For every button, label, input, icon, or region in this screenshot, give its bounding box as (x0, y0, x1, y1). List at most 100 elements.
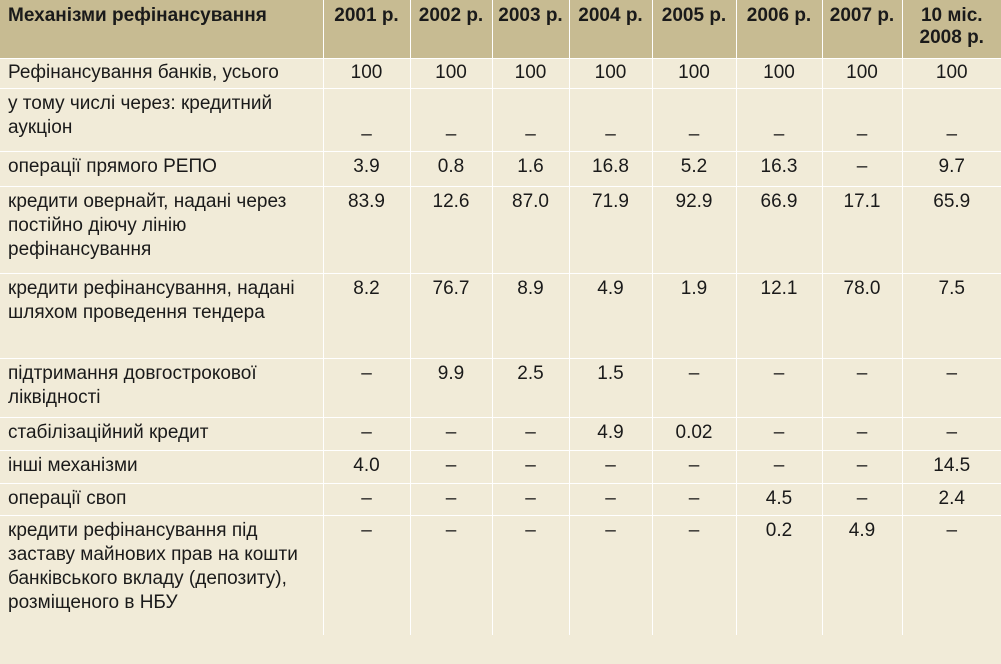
table-cell: 16.8 (568, 150, 652, 186)
table-cell: 12.1 (735, 272, 822, 358)
row-label: Рефінансування банків, усього (0, 57, 323, 88)
table-cell: 14.5 (901, 449, 1001, 483)
table-cell: – (651, 514, 736, 635)
table-cell: – (735, 87, 822, 151)
table-cell: 5.2 (651, 150, 736, 186)
table-cell: – (821, 449, 902, 483)
table-cell: – (735, 416, 822, 450)
table-row: інші механізми 4.0 – – – – – – 14.5 (0, 449, 1001, 483)
table-row: операції своп – – – – – 4.5 – 2.4 (0, 482, 1001, 515)
table-cell: – (901, 87, 1001, 151)
table-cell: 1.5 (568, 357, 652, 417)
table-row: кредити овернайт, надані через постійно … (0, 185, 1001, 273)
table-cell: – (409, 449, 492, 483)
table-cell: – (322, 416, 410, 450)
table-cell: 78.0 (821, 272, 902, 358)
header-2004: 2004 р. (568, 0, 652, 58)
header-2008-10m: 10 міс. 2008 р. (901, 0, 1001, 58)
table-row: кредити рефінансування під заставу майно… (0, 514, 1001, 635)
table-cell: – (322, 482, 410, 515)
table-cell: 1.6 (491, 150, 569, 186)
table-cell: 71.9 (568, 185, 652, 273)
table-cell: 65.9 (901, 185, 1001, 273)
refinancing-table: Механізми рефінансування 2001 р. 2002 р.… (0, 0, 1001, 635)
table-cell: 12.6 (409, 185, 492, 273)
table-cell: 0.8 (409, 150, 492, 186)
table-cell: – (651, 357, 736, 417)
header-2007: 2007 р. (821, 0, 902, 58)
header-2001: 2001 р. (322, 0, 410, 58)
table-cell: – (568, 514, 652, 635)
table-cell: – (409, 482, 492, 515)
table-cell: – (409, 514, 492, 635)
table-cell: 0.2 (735, 514, 822, 635)
table-cell: – (568, 87, 652, 151)
table-cell: 100 (651, 57, 736, 88)
table-cell: 17.1 (821, 185, 902, 273)
table-cell: 3.9 (322, 150, 410, 186)
table-cell: 100 (568, 57, 652, 88)
row-label: кредити рефінансування під заставу майно… (0, 514, 323, 635)
table-cell: – (568, 482, 652, 515)
table-cell: 0.02 (651, 416, 736, 450)
row-label: у тому числі через: кредитний аукціон (0, 87, 323, 151)
row-label: операції прямого РЕПО (0, 150, 323, 186)
row-label: операції своп (0, 482, 323, 515)
header-row: Механізми рефінансування 2001 р. 2002 р.… (0, 0, 1001, 58)
table-cell: 9.9 (409, 357, 492, 417)
table-cell: – (322, 357, 410, 417)
table-cell: – (821, 416, 902, 450)
table-cell: – (821, 482, 902, 515)
table-cell: 100 (821, 57, 902, 88)
table-cell: 16.3 (735, 150, 822, 186)
table-cell: 8.9 (491, 272, 569, 358)
table-cell: 4.5 (735, 482, 822, 515)
table-cell: – (491, 416, 569, 450)
table-cell: 83.9 (322, 185, 410, 273)
table-cell: – (735, 357, 822, 417)
header-2002: 2002 р. (409, 0, 492, 58)
table-cell: 76.7 (409, 272, 492, 358)
table-cell: 8.2 (322, 272, 410, 358)
table-cell: 9.7 (901, 150, 1001, 186)
table-row: Рефінансування банків, усього 100 100 10… (0, 57, 1001, 88)
table-cell: – (821, 87, 902, 151)
table-cell: – (491, 482, 569, 515)
table-cell: – (568, 449, 652, 483)
header-2003: 2003 р. (491, 0, 569, 58)
table-cell: – (322, 87, 410, 151)
table-row: кредити рефінансування, надані шляхом пр… (0, 272, 1001, 358)
table-cell: 4.0 (322, 449, 410, 483)
table-cell: – (409, 87, 492, 151)
table-cell: 4.9 (821, 514, 902, 635)
row-label: стабілізаційний кредит (0, 416, 323, 450)
row-label: інші механізми (0, 449, 323, 483)
table-cell: 100 (735, 57, 822, 88)
table-cell: 92.9 (651, 185, 736, 273)
table-cell: 1.9 (651, 272, 736, 358)
table-cell: – (491, 87, 569, 151)
table-cell: – (491, 449, 569, 483)
table-cell: 66.9 (735, 185, 822, 273)
table-cell: – (901, 357, 1001, 417)
header-2006: 2006 р. (735, 0, 822, 58)
table-cell: – (651, 482, 736, 515)
table-cell: 100 (409, 57, 492, 88)
table-cell: 4.9 (568, 416, 652, 450)
table-cell: – (491, 514, 569, 635)
table-cell: 87.0 (491, 185, 569, 273)
table-cell: 100 (491, 57, 569, 88)
table-row: підтримання довгострокової ліквідності –… (0, 357, 1001, 417)
table-cell: 2.4 (901, 482, 1001, 515)
table-cell: – (735, 449, 822, 483)
row-label: підтримання довгострокової ліквідності (0, 357, 323, 417)
row-label: кредити рефінансування, надані шляхом пр… (0, 272, 323, 358)
table-cell: 100 (322, 57, 410, 88)
table-cell: – (322, 514, 410, 635)
table-cell: – (409, 416, 492, 450)
table-cell: 2.5 (491, 357, 569, 417)
header-mechanisms: Механізми рефінансування (0, 0, 323, 58)
table-cell: – (901, 514, 1001, 635)
table-cell: 4.9 (568, 272, 652, 358)
table-cell: – (821, 150, 902, 186)
